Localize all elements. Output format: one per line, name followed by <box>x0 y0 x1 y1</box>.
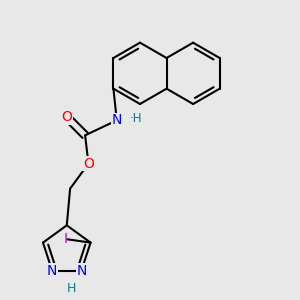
Text: N: N <box>47 264 57 278</box>
Text: O: O <box>61 110 72 124</box>
Text: H: H <box>67 282 76 296</box>
Text: I: I <box>64 232 68 246</box>
Text: N: N <box>112 113 122 127</box>
Text: N: N <box>76 264 87 278</box>
Text: ·H: ·H <box>129 112 142 125</box>
Text: O: O <box>83 157 94 171</box>
